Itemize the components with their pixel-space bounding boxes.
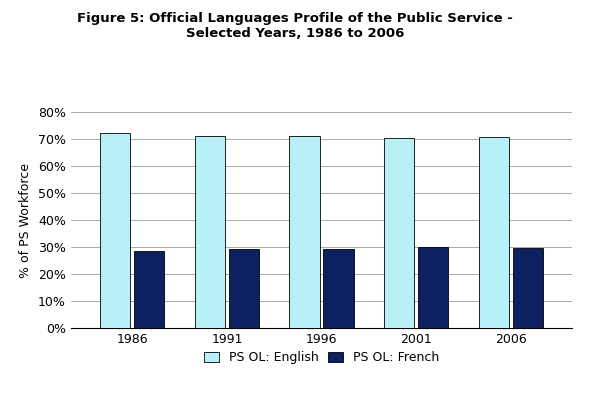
Bar — [229, 249, 259, 328]
Bar — [323, 249, 354, 328]
Bar — [195, 136, 225, 328]
Y-axis label: % of PS Workforce: % of PS Workforce — [19, 162, 32, 278]
Bar — [100, 133, 130, 328]
Bar — [384, 138, 414, 328]
Bar — [478, 137, 509, 328]
Bar — [418, 247, 448, 328]
Bar — [289, 136, 320, 328]
Bar — [134, 251, 165, 328]
Bar — [513, 248, 543, 328]
Text: Figure 5: Official Languages Profile of the Public Service -
Selected Years, 198: Figure 5: Official Languages Profile of … — [77, 12, 513, 40]
Legend: PS OL: English, PS OL: French: PS OL: English, PS OL: French — [199, 346, 444, 369]
